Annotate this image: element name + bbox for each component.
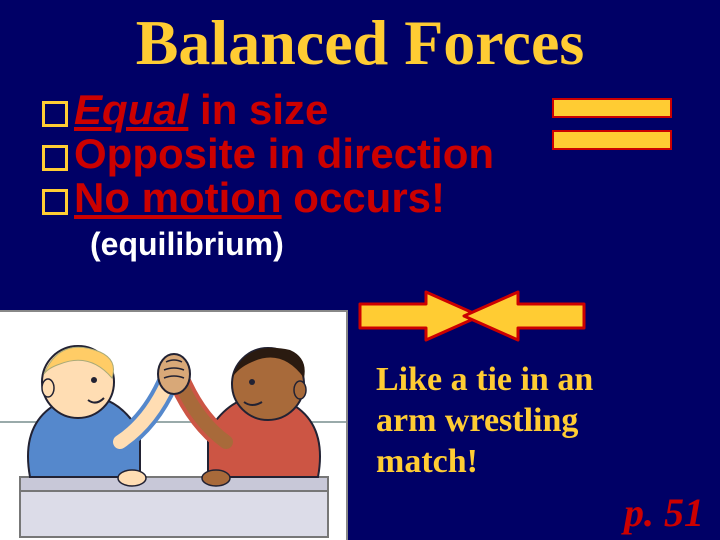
bullet-text: Equal in size <box>74 88 328 132</box>
opposing-arrows-icon <box>356 284 588 348</box>
equals-bar-bottom <box>552 130 672 150</box>
bullet-box-icon <box>42 101 68 127</box>
bullet-text: Opposite in direction <box>74 132 494 176</box>
simile-text: Like a tie in an arm wrestling match! <box>376 360 656 482</box>
bullet-box-icon <box>42 145 68 171</box>
equals-sign-icon <box>552 98 672 162</box>
equals-bar-top <box>552 98 672 118</box>
subtext-equilibrium: (equilibrium) <box>90 226 720 263</box>
bullet-item: No motion occurs! <box>42 176 720 220</box>
bullet-box-icon <box>42 189 68 215</box>
arm-wrestling-illustration <box>0 310 348 540</box>
slide-title: Balanced Forces <box>0 0 720 80</box>
page-number: p. 51 <box>624 489 704 536</box>
bullet-text: No motion occurs! <box>74 176 445 220</box>
